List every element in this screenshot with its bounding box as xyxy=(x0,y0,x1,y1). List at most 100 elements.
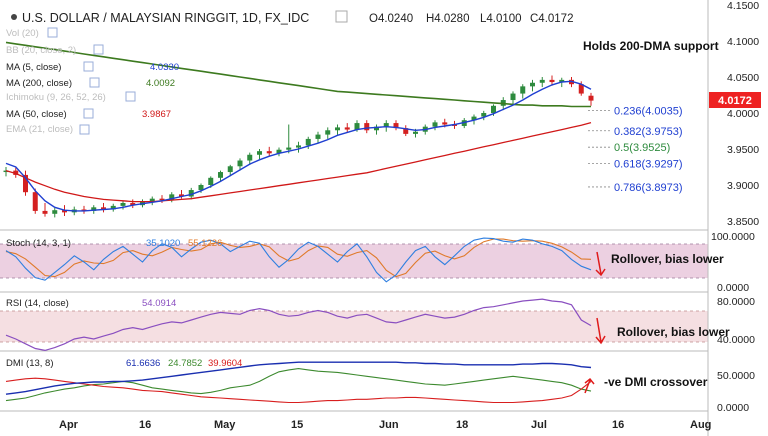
candle-body xyxy=(578,84,584,94)
stoch-panel[interactable] xyxy=(5,237,592,283)
candle-body xyxy=(169,194,175,201)
legend-ma50-value: 3.9867 xyxy=(142,109,171,120)
candle-body xyxy=(510,93,516,101)
candle-body xyxy=(569,79,574,85)
eye-icon[interactable] xyxy=(47,27,58,38)
fib-level-label: 0.5(3.9525) xyxy=(614,142,670,154)
candle-body xyxy=(257,151,262,155)
last-price-label: 4.0172 xyxy=(709,92,761,108)
indicator-legend: Vol (20) BB (20, close, 2) MA (5, close)… xyxy=(6,27,179,135)
legend-ma5[interactable]: MA (5, close) xyxy=(6,62,61,73)
annotation-main: Holds 200-DMA support xyxy=(583,39,719,53)
annotations: Holds 200-DMA support Rollover, bias low… xyxy=(583,39,730,394)
candle-body xyxy=(130,203,136,206)
legend-bb[interactable]: BB (20, close, 2) xyxy=(6,45,76,56)
price-tick: 3.8500 xyxy=(727,216,759,228)
candle-body xyxy=(374,126,379,131)
rsi-line xyxy=(5,298,592,352)
candle-body xyxy=(266,151,272,154)
time-tick: May xyxy=(214,419,236,431)
ohlc-low: L4.0100 xyxy=(480,13,522,25)
candle-body xyxy=(344,127,350,130)
stoch-d-value: 55.1226 xyxy=(188,238,222,249)
eye-icon[interactable] xyxy=(83,108,94,119)
dmi-pos-value: 24.7852 xyxy=(168,358,202,369)
time-axis[interactable]: Apr 16 May 15 Jun 18 Jul 16 Aug xyxy=(59,419,711,431)
rsi-panel[interactable] xyxy=(5,298,592,352)
time-tick: 16 xyxy=(612,419,624,431)
candle-body xyxy=(520,86,526,94)
price-tick: 4.0500 xyxy=(727,72,759,84)
candle-body xyxy=(325,130,331,135)
price-tick: 4.0000 xyxy=(727,108,759,120)
chart-header: U.S. DOLLAR / MALAYSIAN RINGGIT, 1D, FX_… xyxy=(11,10,573,25)
annotation-rsi: Rollover, bias lower xyxy=(617,325,730,339)
time-tick: 15 xyxy=(291,419,303,431)
candle-body xyxy=(559,79,565,83)
candle-body xyxy=(247,154,253,161)
candle-body xyxy=(383,123,389,127)
dmi-legend[interactable]: DMI (13, 8) xyxy=(6,358,54,369)
ohlc-high: H4.0280 xyxy=(426,13,469,25)
candle-body xyxy=(159,198,165,201)
candle-body xyxy=(481,113,487,117)
ma5-line xyxy=(5,80,592,212)
candle-body xyxy=(149,198,155,202)
candle-body xyxy=(237,160,243,167)
candle-body xyxy=(335,127,340,131)
fib-level-label: 0.236(4.0035) xyxy=(614,105,683,117)
candle-body xyxy=(471,116,477,121)
candle-body xyxy=(179,194,184,197)
candle-body xyxy=(286,147,292,150)
legend-ema[interactable]: EMA (21, close) xyxy=(6,124,73,135)
candle-body xyxy=(364,123,370,131)
legend-ma200[interactable]: MA (200, close) xyxy=(6,78,72,89)
price-tick: 3.9000 xyxy=(727,180,759,192)
price-axis[interactable]: 4.1500 4.1000 4.0500 4.0000 3.9500 3.900… xyxy=(727,0,759,228)
candle-body xyxy=(218,172,223,178)
candle-body xyxy=(110,205,116,210)
eye-icon[interactable] xyxy=(93,44,104,55)
legend-ichimoku[interactable]: Ichimoku (9, 26, 52, 26) xyxy=(6,92,106,103)
stoch-tick: 0.0000 xyxy=(717,282,749,294)
stoch-legend[interactable]: Stoch (14, 3, 1) xyxy=(6,238,71,249)
candle-body xyxy=(393,123,399,129)
rsi-legend[interactable]: RSI (14, close) xyxy=(6,298,69,309)
symbol-title[interactable]: U.S. DOLLAR / MALAYSIAN RINGGIT, 1D, FX_… xyxy=(22,11,309,25)
legend-ma50[interactable]: MA (50, close) xyxy=(6,109,67,120)
time-tick: 18 xyxy=(456,419,468,431)
dmi-tick: 0.0000 xyxy=(717,402,749,414)
candle-body xyxy=(413,131,418,134)
candle-body xyxy=(101,207,106,210)
candle-body xyxy=(32,192,38,211)
time-tick: Apr xyxy=(59,419,79,431)
eye-icon[interactable] xyxy=(79,124,90,135)
rsi-value: 54.0914 xyxy=(142,298,176,309)
eye-icon[interactable] xyxy=(125,91,136,102)
eye-icon[interactable] xyxy=(83,61,94,72)
legend-vol[interactable]: Vol (20) xyxy=(6,28,39,39)
candle-body xyxy=(305,138,311,146)
eye-icon[interactable] xyxy=(89,77,100,88)
annotation-stoch: Rollover, bias lower xyxy=(611,252,724,266)
candle-body xyxy=(442,122,448,125)
price-panel[interactable] xyxy=(3,41,594,218)
dmi-tick: 50.0000 xyxy=(717,370,755,382)
rsi-tick: 80.0000 xyxy=(717,296,755,308)
candle-body xyxy=(198,185,204,191)
candle-body xyxy=(315,134,321,139)
candle-body xyxy=(296,145,301,148)
arrow-down-icon xyxy=(595,317,606,345)
dmi-plus-line xyxy=(5,368,592,402)
dmi-panel[interactable] xyxy=(5,361,592,404)
fib-level-label: 0.618(3.9297) xyxy=(614,159,683,171)
candle-body xyxy=(588,95,594,101)
candle-body xyxy=(549,79,555,83)
fibonacci-levels[interactable]: 0.236(4.0035) 0.382(3.9753) 0.5(3.9525) 0.6… xyxy=(588,105,683,194)
settings-icon[interactable] xyxy=(335,10,348,23)
candle-body xyxy=(91,207,97,211)
rsi-tick: 40.0000 xyxy=(717,334,755,346)
candle-body xyxy=(42,210,48,214)
